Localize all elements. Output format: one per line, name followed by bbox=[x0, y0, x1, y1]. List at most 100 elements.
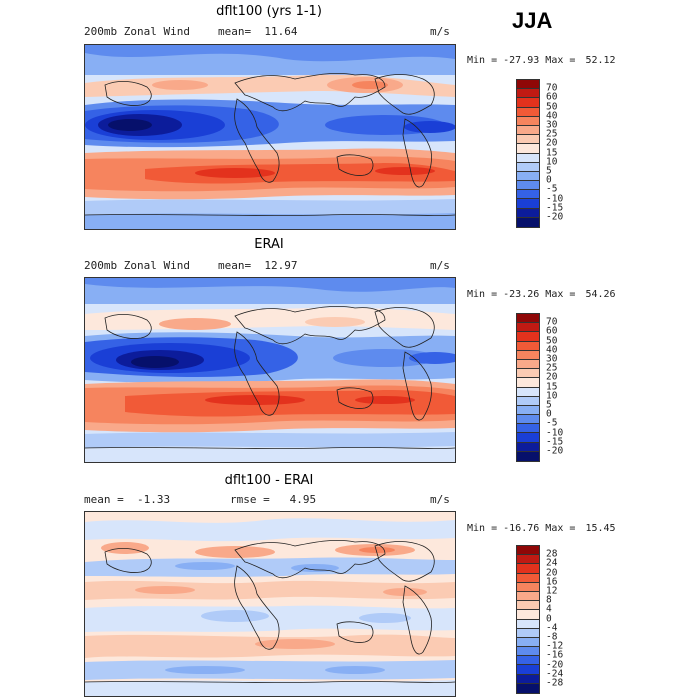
colorbar-swatch bbox=[517, 217, 539, 227]
colorbar-swatch bbox=[517, 628, 539, 638]
colorbar-tick-label: 0 bbox=[546, 613, 552, 625]
colorbar-swatch bbox=[517, 674, 539, 684]
colorbar-tick-label: 5 bbox=[546, 165, 552, 177]
colorbar-swatch bbox=[517, 208, 539, 218]
colorbar-tick-label: 24 bbox=[546, 557, 558, 569]
panel-title: ERAI bbox=[254, 237, 284, 252]
colorbar-swatch bbox=[517, 153, 539, 163]
colorbar-swatch bbox=[517, 546, 539, 556]
colorbar-swatch bbox=[517, 424, 539, 434]
panel-mean-label: mean= 11.64 bbox=[218, 25, 298, 38]
colorbar-tick-label: 0 bbox=[546, 174, 552, 186]
colorbar-swatch bbox=[517, 125, 539, 136]
colorbar-tick-label: -16 bbox=[546, 649, 564, 661]
colorbar-tick-label: 25 bbox=[546, 128, 558, 140]
colorbar-swatch bbox=[517, 107, 539, 117]
colorbar-swatch bbox=[517, 116, 539, 126]
colorbar-tick-label: 70 bbox=[546, 316, 558, 328]
colorbar-tick-label: 12 bbox=[546, 585, 558, 597]
colorbar-swatch bbox=[517, 433, 539, 443]
colorbar-tick-label: -20 bbox=[546, 659, 564, 671]
colorbar-swatch bbox=[517, 171, 539, 182]
colorbar bbox=[516, 313, 540, 462]
colorbar-swatch bbox=[517, 162, 539, 172]
panel-min-max: Min = -27.93 Max = 52.12 bbox=[467, 55, 616, 66]
colorbar-tick-label: -12 bbox=[546, 640, 564, 652]
colorbar-swatch bbox=[517, 369, 539, 379]
colorbar bbox=[516, 545, 540, 694]
colorbar-tick-label: 30 bbox=[546, 119, 558, 131]
colorbar-tick-label: -15 bbox=[546, 202, 564, 214]
colorbar-tick-label: 40 bbox=[546, 110, 558, 122]
colorbar-swatch bbox=[517, 181, 539, 191]
colorbar-tick-label: 5 bbox=[546, 399, 552, 411]
panel-variable-label: 200mb Zonal Wind bbox=[84, 25, 190, 38]
colorbar-swatch bbox=[517, 665, 539, 675]
panel-mean-label: mean= 12.97 bbox=[218, 259, 298, 272]
colorbar-tick-label: 60 bbox=[546, 325, 558, 337]
panel-min-max: Min = -23.26 Max = 54.26 bbox=[467, 289, 616, 300]
colorbar-tick-label: 10 bbox=[546, 156, 558, 168]
colorbar-tick-label: -20 bbox=[546, 445, 564, 457]
colorbar-tick-label: 20 bbox=[546, 567, 558, 579]
panel-units: m/s bbox=[430, 493, 450, 506]
colorbar-swatch bbox=[517, 451, 539, 461]
colorbar-swatch bbox=[517, 683, 539, 693]
colorbar-swatch bbox=[517, 98, 539, 108]
colorbar-tick-label: -10 bbox=[546, 193, 564, 205]
colorbar-tick-label: 10 bbox=[546, 390, 558, 402]
colorbar-tick-label: -15 bbox=[546, 436, 564, 448]
colorbar-swatch bbox=[517, 637, 539, 648]
colorbar-swatch bbox=[517, 378, 539, 388]
colorbar-swatch bbox=[517, 135, 539, 145]
colorbar-swatch bbox=[517, 573, 539, 583]
panel-title: dflt100 (yrs 1-1) bbox=[216, 4, 322, 19]
colorbar-tick-label: -10 bbox=[546, 427, 564, 439]
colorbar-tick-label: 28 bbox=[546, 548, 558, 560]
colorbar-swatch bbox=[517, 144, 539, 154]
colorbar-tick-label: 15 bbox=[546, 147, 558, 159]
colorbar-tick-label: -24 bbox=[546, 668, 564, 680]
panel-mean-label: mean = -1.33 bbox=[84, 493, 171, 506]
colorbar-tick-label: -28 bbox=[546, 677, 564, 689]
colorbar-swatch bbox=[517, 199, 539, 209]
colorbar-tick-label: -5 bbox=[546, 417, 558, 429]
panel-title: dflt100 - ERAI bbox=[224, 473, 314, 488]
colorbar-swatch bbox=[517, 341, 539, 351]
colorbar-swatch bbox=[517, 442, 539, 452]
colorbar-tick-label: -20 bbox=[546, 211, 564, 223]
colorbar-tick-label: 60 bbox=[546, 91, 558, 103]
colorbar-swatch bbox=[517, 601, 539, 611]
colorbar-swatch bbox=[517, 656, 539, 666]
contour-map-difference bbox=[85, 512, 455, 696]
panel-rmse-label: rmse = 4.95 bbox=[230, 493, 317, 506]
colorbar-swatch bbox=[517, 647, 539, 657]
contour-map-model bbox=[85, 45, 455, 229]
colorbar-swatch bbox=[517, 610, 539, 620]
colorbar-tick-label: 0 bbox=[546, 408, 552, 420]
zonal-wind-difference-map bbox=[84, 511, 456, 697]
panel-min-max: Min = -16.76 Max = 15.45 bbox=[467, 523, 616, 534]
colorbar-tick-label: 70 bbox=[546, 82, 558, 94]
colorbar-swatch bbox=[517, 359, 539, 370]
colorbar-swatch bbox=[517, 80, 539, 90]
colorbar-swatch bbox=[517, 582, 539, 592]
season-label: JJA bbox=[512, 8, 553, 33]
colorbar-swatch bbox=[517, 415, 539, 425]
colorbar-swatch bbox=[517, 323, 539, 333]
colorbar-swatch bbox=[517, 387, 539, 397]
colorbar-tick-label: -8 bbox=[546, 631, 558, 643]
colorbar-swatch bbox=[517, 591, 539, 602]
panel-variable-label: 200mb Zonal Wind bbox=[84, 259, 190, 272]
colorbar bbox=[516, 79, 540, 228]
colorbar-tick-label: 40 bbox=[546, 344, 558, 356]
colorbar-swatch bbox=[517, 619, 539, 629]
colorbar-tick-label: 4 bbox=[546, 603, 552, 615]
colorbar-swatch bbox=[517, 314, 539, 324]
colorbar-swatch bbox=[517, 332, 539, 342]
colorbar-tick-label: -4 bbox=[546, 622, 558, 634]
colorbar-swatch bbox=[517, 405, 539, 416]
colorbar-tick-label: 25 bbox=[546, 362, 558, 374]
zonal-wind-map bbox=[84, 277, 456, 463]
panel-units: m/s bbox=[430, 259, 450, 272]
